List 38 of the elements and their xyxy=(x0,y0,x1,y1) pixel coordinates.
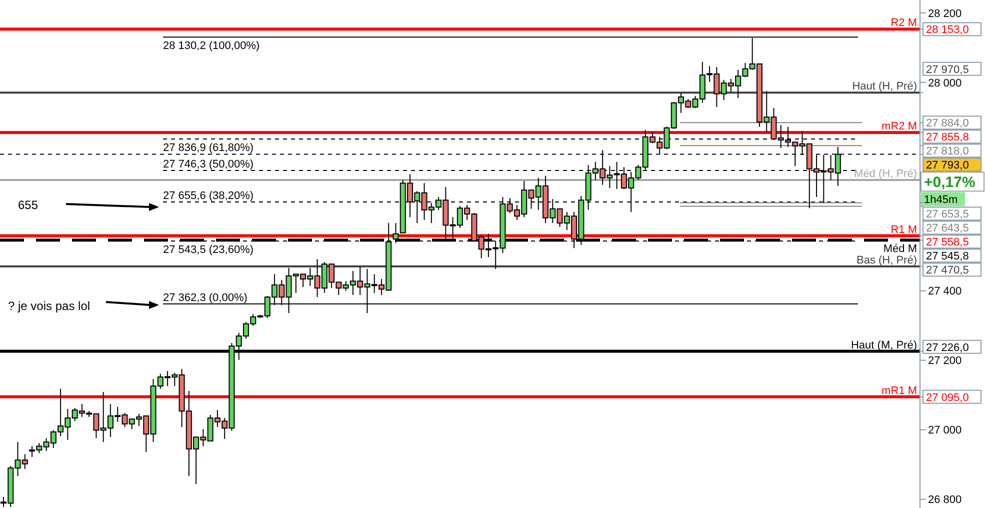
text: 27 558,5 xyxy=(926,236,969,249)
y-tick-label: 27 400 xyxy=(928,286,962,298)
ref-line-label: Haut (M, Pré) xyxy=(850,339,917,352)
y-tick-label: 27 000 xyxy=(928,424,962,437)
ref-line-label: 27 543,5 (23,60%) xyxy=(163,244,254,256)
ref-line-label: R1 M xyxy=(890,224,917,236)
annotation: 655 xyxy=(18,198,38,212)
text: +0,17% xyxy=(924,174,976,192)
ref-line-label: R2 M xyxy=(890,17,917,30)
text: 28 153,0 xyxy=(926,24,969,36)
ref-line-label: Méd M xyxy=(883,243,917,256)
ref-line-label: Bas (H, Pré) xyxy=(856,254,917,266)
text: 27 818,0 xyxy=(926,146,969,158)
ref-line-label: mR1 M xyxy=(882,384,917,397)
text: 1h45m xyxy=(924,194,958,206)
text: 27 653,5 xyxy=(926,208,969,221)
text: 27 470,5 xyxy=(926,264,969,277)
y-tick-label: 27 200 xyxy=(928,355,962,368)
ref-line-label: 27 746,3 (50,00%) xyxy=(163,158,254,171)
text: 27 970,5 xyxy=(926,64,969,76)
text: 27 095,0 xyxy=(926,392,969,404)
text: 27 855,8 xyxy=(926,132,969,144)
text: 27 545,8 xyxy=(926,250,969,263)
text: 27 643,5 xyxy=(926,222,969,235)
y-tick-label: 28 200 xyxy=(928,8,962,20)
text: 27 884,0 xyxy=(926,118,969,130)
ref-line-label: 27 836,9 (61,80%) xyxy=(163,142,254,154)
text: 27 793,0 xyxy=(926,160,969,172)
y-tick-label: 28 000 xyxy=(928,77,962,90)
annotation: ? je vois pas lol xyxy=(8,299,90,313)
ref-line-label: mR2 M xyxy=(882,120,917,132)
ref-line-label: Méd (H, Pré) xyxy=(854,168,917,180)
ref-line-label: Haut (H, Pré) xyxy=(852,80,917,93)
text: 27 226,0 xyxy=(926,342,969,354)
ref-line-label: 27 362,3 (0,00%) xyxy=(163,292,248,304)
ref-line-label: 28 130,2 (100,00%) xyxy=(163,40,260,52)
y-tick-label: 26 800 xyxy=(928,494,962,506)
ref-line-label: 27 655,6 (38,20%) xyxy=(163,190,254,202)
